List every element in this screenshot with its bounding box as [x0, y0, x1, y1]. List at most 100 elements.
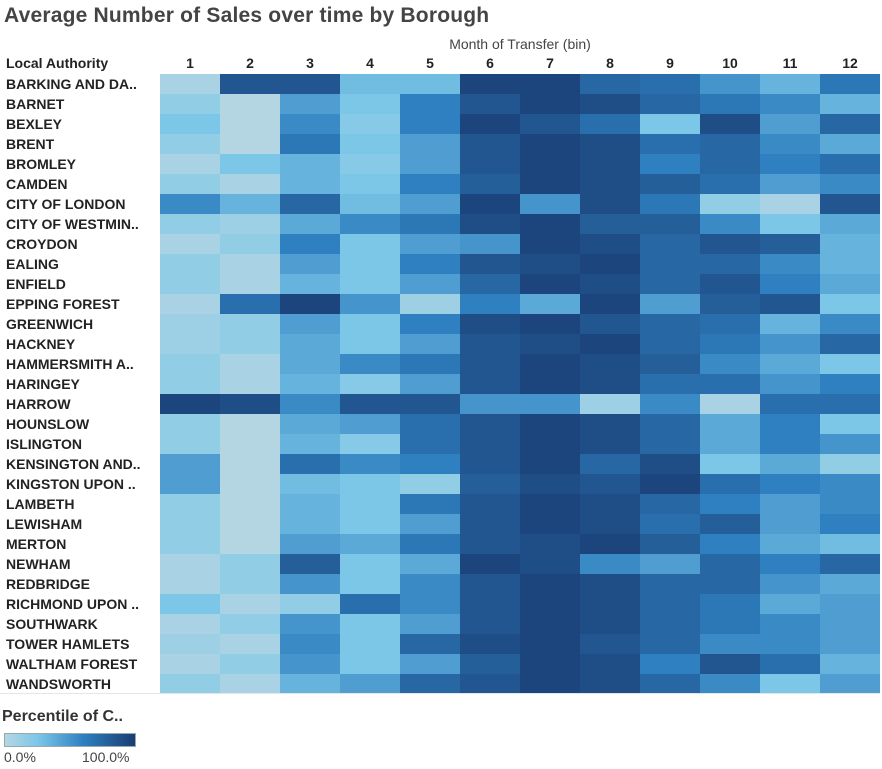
- heatmap-cell[interactable]: [460, 234, 520, 254]
- heatmap-cell[interactable]: [580, 394, 640, 414]
- heatmap-cell[interactable]: [760, 474, 820, 494]
- heatmap-cell[interactable]: [340, 354, 400, 374]
- heatmap-cell[interactable]: [520, 334, 580, 354]
- heatmap-cell[interactable]: [220, 314, 280, 334]
- heatmap-cell[interactable]: [760, 634, 820, 654]
- heatmap-cell[interactable]: [280, 194, 340, 214]
- heatmap-cell[interactable]: [160, 594, 220, 614]
- heatmap-cell[interactable]: [760, 174, 820, 194]
- heatmap-cell[interactable]: [640, 114, 700, 134]
- heatmap-cell[interactable]: [400, 334, 460, 354]
- heatmap-cell[interactable]: [640, 94, 700, 114]
- heatmap-cell[interactable]: [460, 614, 520, 634]
- heatmap-cell[interactable]: [460, 414, 520, 434]
- heatmap-cell[interactable]: [820, 74, 880, 94]
- heatmap-cell[interactable]: [160, 74, 220, 94]
- heatmap-cell[interactable]: [160, 174, 220, 194]
- heatmap-cell[interactable]: [580, 674, 640, 694]
- heatmap-cell[interactable]: [700, 474, 760, 494]
- heatmap-cell[interactable]: [340, 74, 400, 94]
- heatmap-cell[interactable]: [700, 134, 760, 154]
- heatmap-cell[interactable]: [580, 274, 640, 294]
- heatmap-cell[interactable]: [400, 214, 460, 234]
- heatmap-cell[interactable]: [640, 174, 700, 194]
- heatmap-cell[interactable]: [640, 434, 700, 454]
- heatmap-cell[interactable]: [580, 534, 640, 554]
- heatmap-cell[interactable]: [340, 194, 400, 214]
- heatmap-cell[interactable]: [340, 534, 400, 554]
- heatmap-cell[interactable]: [280, 554, 340, 574]
- heatmap-cell[interactable]: [700, 594, 760, 614]
- heatmap-cell[interactable]: [340, 654, 400, 674]
- heatmap-cell[interactable]: [760, 94, 820, 114]
- heatmap-cell[interactable]: [760, 414, 820, 434]
- heatmap-cell[interactable]: [700, 434, 760, 454]
- heatmap-cell[interactable]: [760, 194, 820, 214]
- heatmap-cell[interactable]: [460, 94, 520, 114]
- heatmap-cell[interactable]: [220, 474, 280, 494]
- heatmap-cell[interactable]: [160, 494, 220, 514]
- heatmap-cell[interactable]: [640, 474, 700, 494]
- heatmap-cell[interactable]: [160, 514, 220, 534]
- heatmap-cell[interactable]: [280, 354, 340, 374]
- heatmap-cell[interactable]: [160, 94, 220, 114]
- heatmap-cell[interactable]: [340, 274, 400, 294]
- heatmap-cell[interactable]: [580, 614, 640, 634]
- heatmap-cell[interactable]: [640, 74, 700, 94]
- heatmap-cell[interactable]: [400, 654, 460, 674]
- heatmap-cell[interactable]: [460, 574, 520, 594]
- heatmap-cell[interactable]: [160, 654, 220, 674]
- heatmap-cell[interactable]: [520, 314, 580, 334]
- heatmap-cell[interactable]: [280, 174, 340, 194]
- heatmap-cell[interactable]: [520, 114, 580, 134]
- heatmap-cell[interactable]: [160, 574, 220, 594]
- heatmap-cell[interactable]: [400, 494, 460, 514]
- heatmap-cell[interactable]: [400, 594, 460, 614]
- heatmap-cell[interactable]: [820, 634, 880, 654]
- heatmap-cell[interactable]: [760, 614, 820, 634]
- heatmap-cell[interactable]: [280, 594, 340, 614]
- heatmap-cell[interactable]: [280, 434, 340, 454]
- heatmap-cell[interactable]: [280, 634, 340, 654]
- heatmap-cell[interactable]: [160, 274, 220, 294]
- heatmap-cell[interactable]: [160, 414, 220, 434]
- heatmap-cell[interactable]: [340, 554, 400, 574]
- heatmap-cell[interactable]: [460, 594, 520, 614]
- heatmap-cell[interactable]: [760, 534, 820, 554]
- heatmap-cell[interactable]: [220, 154, 280, 174]
- heatmap-cell[interactable]: [160, 214, 220, 234]
- heatmap-cell[interactable]: [820, 294, 880, 314]
- heatmap-cell[interactable]: [340, 94, 400, 114]
- heatmap-cell[interactable]: [400, 394, 460, 414]
- heatmap-cell[interactable]: [280, 654, 340, 674]
- heatmap-cell[interactable]: [220, 434, 280, 454]
- heatmap-cell[interactable]: [400, 174, 460, 194]
- heatmap-cell[interactable]: [160, 374, 220, 394]
- heatmap-cell[interactable]: [220, 654, 280, 674]
- heatmap-cell[interactable]: [520, 174, 580, 194]
- heatmap-cell[interactable]: [820, 494, 880, 514]
- heatmap-cell[interactable]: [220, 174, 280, 194]
- heatmap-cell[interactable]: [580, 374, 640, 394]
- heatmap-cell[interactable]: [640, 394, 700, 414]
- heatmap-cell[interactable]: [160, 314, 220, 334]
- heatmap-cell[interactable]: [820, 94, 880, 114]
- heatmap-cell[interactable]: [820, 154, 880, 174]
- heatmap-cell[interactable]: [460, 634, 520, 654]
- heatmap-cell[interactable]: [700, 514, 760, 534]
- heatmap-cell[interactable]: [400, 114, 460, 134]
- heatmap-cell[interactable]: [820, 194, 880, 214]
- heatmap-cell[interactable]: [520, 494, 580, 514]
- heatmap-cell[interactable]: [340, 634, 400, 654]
- heatmap-cell[interactable]: [340, 574, 400, 594]
- heatmap-cell[interactable]: [820, 474, 880, 494]
- heatmap-cell[interactable]: [220, 414, 280, 434]
- heatmap-cell[interactable]: [340, 114, 400, 134]
- heatmap-cell[interactable]: [820, 354, 880, 374]
- heatmap-cell[interactable]: [160, 294, 220, 314]
- heatmap-cell[interactable]: [400, 94, 460, 114]
- heatmap-cell[interactable]: [220, 534, 280, 554]
- heatmap-cell[interactable]: [820, 614, 880, 634]
- heatmap-cell[interactable]: [160, 134, 220, 154]
- heatmap-cell[interactable]: [280, 614, 340, 634]
